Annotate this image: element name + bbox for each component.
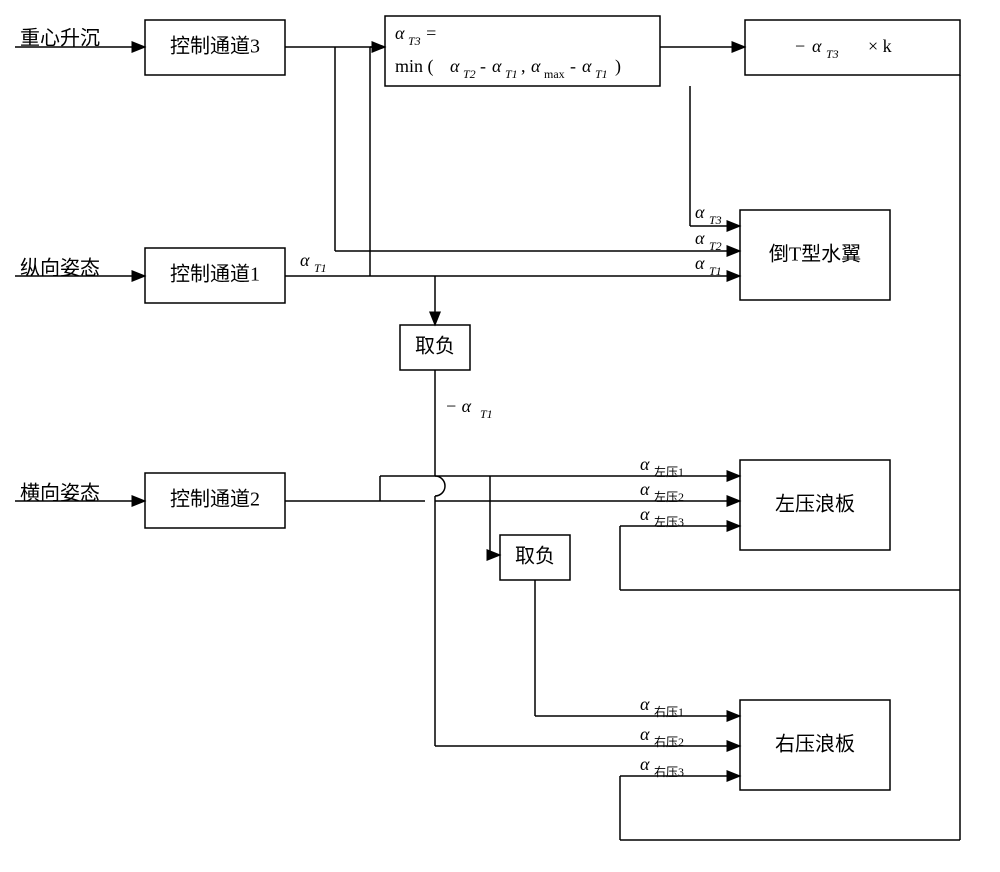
- hop: [435, 476, 445, 496]
- sig-aR3s: 右压3: [654, 764, 684, 779]
- sig-aR2s: 右压2: [654, 734, 684, 749]
- sig-aL1s: 左压1: [654, 464, 684, 479]
- sig-aR1s: 右压1: [654, 704, 684, 719]
- formula-min: min (: [395, 56, 434, 77]
- formula-sub1: T3: [408, 34, 421, 48]
- ctrl2-label: 控制通道2: [170, 488, 260, 511]
- f-a4: α: [582, 56, 592, 76]
- sig-aL3s: 左压3: [654, 514, 684, 529]
- tfoil-label: 倒T型水翼: [769, 243, 861, 266]
- sig-aT1s: T1: [314, 261, 327, 275]
- sig-aL2: α: [640, 479, 650, 499]
- formula-eq: =: [425, 23, 437, 43]
- ctrl1-label: 控制通道1: [170, 263, 260, 286]
- sig-aT1bs: T1: [709, 264, 722, 278]
- input-label: 重心升沉: [20, 27, 100, 50]
- sig-aR3: α: [640, 754, 650, 774]
- leftflap-label: 左压浪板: [775, 493, 855, 516]
- sig-aT2: α: [695, 228, 705, 248]
- sig-negaT1: − α: [445, 396, 472, 416]
- f-m1: -: [480, 56, 486, 76]
- f-a3: α: [531, 56, 541, 76]
- f-a2s: T1: [505, 67, 518, 81]
- rightflap-label: 右压浪板: [775, 733, 855, 756]
- formula-alpha: α: [395, 23, 405, 43]
- f-c: ,: [521, 56, 526, 76]
- sig-aT1: α: [300, 250, 310, 270]
- mult-k: × k: [868, 36, 892, 56]
- f-m2: -: [570, 56, 576, 76]
- sig-aT3s: T3: [709, 213, 722, 227]
- f-a3s: max: [544, 67, 565, 81]
- mult-sub: T3: [826, 47, 839, 61]
- sig-aL2s: 左压2: [654, 489, 684, 504]
- f-a1: α: [450, 56, 460, 76]
- sig-negaT1s: T1: [480, 407, 493, 421]
- neg2-label: 取负: [515, 545, 555, 568]
- sig-aR2: α: [640, 724, 650, 744]
- mult-alpha: α: [812, 36, 822, 56]
- ctrl3-label: 控制通道3: [170, 35, 260, 58]
- sig-aT3: α: [695, 202, 705, 222]
- mult-box: [745, 20, 960, 75]
- f-a4s: T1: [595, 67, 608, 81]
- f-a2: α: [492, 56, 502, 76]
- sig-aT2s: T2: [709, 239, 722, 253]
- mult-minus: −: [795, 36, 805, 56]
- f-a1s: T2: [463, 67, 476, 81]
- f-close: ): [615, 56, 621, 77]
- sig-aR1: α: [640, 694, 650, 714]
- sig-aL3: α: [640, 504, 650, 524]
- sig-aT1b: α: [695, 253, 705, 273]
- sig-aL1: α: [640, 454, 650, 474]
- neg1-label: 取负: [415, 335, 455, 358]
